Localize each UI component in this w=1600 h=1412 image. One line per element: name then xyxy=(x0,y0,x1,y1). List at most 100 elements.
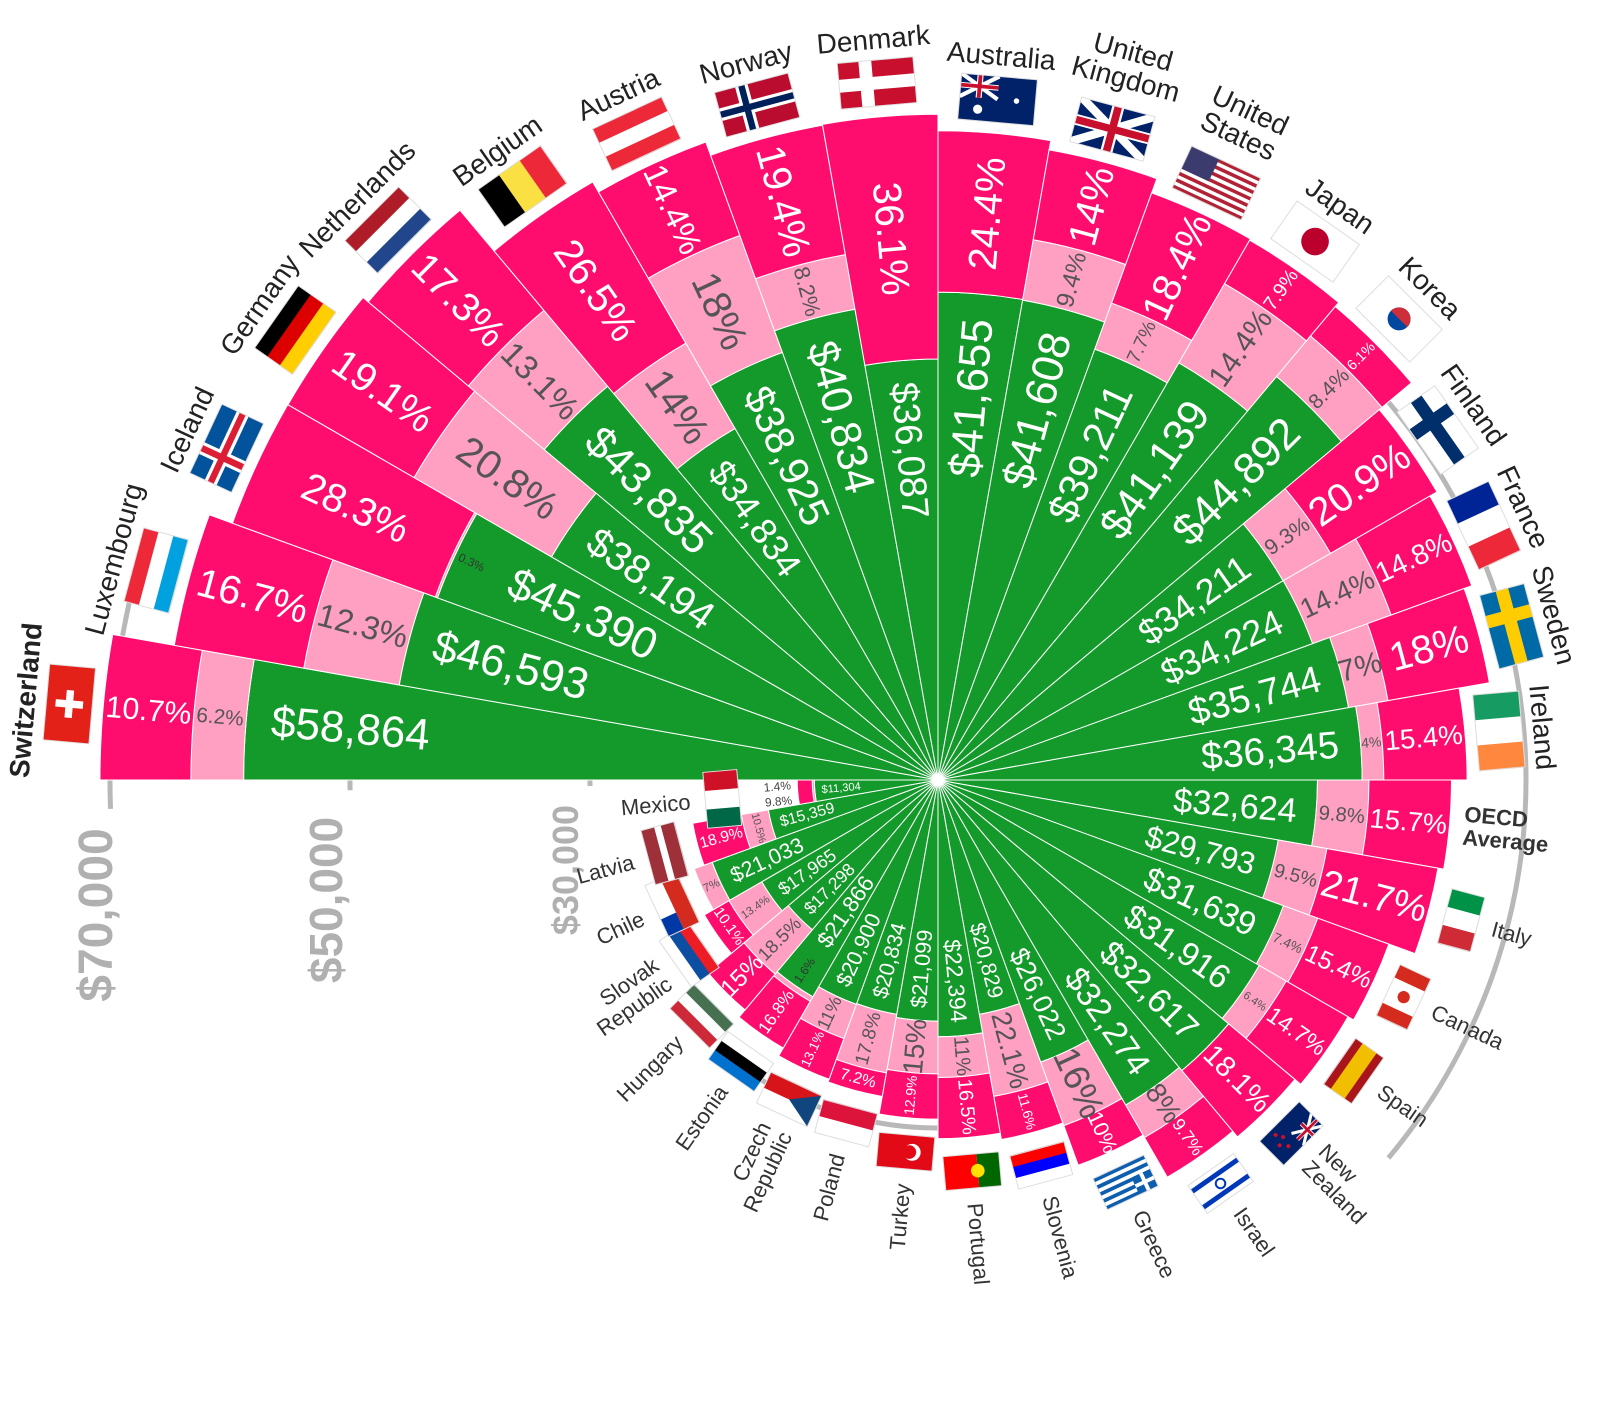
country-label-israel: Israel xyxy=(1187,1152,1280,1261)
country-label-ireland: Ireland xyxy=(1472,683,1562,772)
tax-share-2-label-switzerland: 10.7% xyxy=(104,691,192,731)
tax-share-2-label-mexico: 9.8% xyxy=(764,793,793,809)
country-name: OECDAverage xyxy=(1461,802,1551,857)
flag-lv-icon xyxy=(640,821,689,886)
country-label-oecd-average: OECDAverage xyxy=(1461,802,1551,857)
country-name: Australia xyxy=(946,36,1058,76)
flag-fr-icon xyxy=(1446,480,1522,571)
country-label-norway: Norway xyxy=(696,36,801,138)
flag-mx-icon xyxy=(702,768,743,829)
country-label-united-kingdom: UnitedKingdom xyxy=(1068,22,1190,165)
axis-tick-label-70000: $70,000 xyxy=(70,828,123,1002)
country-label-greece: Greece xyxy=(1092,1154,1181,1282)
country-name: Ireland xyxy=(1523,683,1561,771)
tax-share-1-label-mexico: 1.4% xyxy=(763,778,792,794)
flag-no-icon xyxy=(713,72,801,138)
country-name: Poland xyxy=(808,1151,850,1224)
country-name: NewZealand xyxy=(1297,1139,1387,1229)
tax-share-1-label-portugal: 11% xyxy=(949,1035,975,1077)
country-name: CzechRepublic xyxy=(717,1118,797,1216)
flag-tr-icon xyxy=(875,1131,936,1172)
tax-share-2-label-portugal: 16.5% xyxy=(953,1078,980,1136)
flag-gb-icon xyxy=(1068,94,1157,165)
country-name: UnitedKingdom xyxy=(1068,22,1190,108)
country-name: Switzerland xyxy=(4,621,48,779)
tax-share-2-label-ireland: 15.4% xyxy=(1383,719,1464,757)
flag-se-icon xyxy=(1479,583,1545,670)
flag-ch-icon xyxy=(42,663,97,745)
country-label-netherlands: Netherlands xyxy=(293,135,432,274)
flag-it-icon xyxy=(1436,888,1486,953)
flag-kr-icon xyxy=(1355,275,1443,363)
flag-es-icon xyxy=(1322,1037,1385,1105)
country-name: Mexico xyxy=(620,789,692,820)
net-wage-label-mexico: $11,304 xyxy=(821,781,861,796)
tax-share-2-bar-mexico xyxy=(796,779,815,806)
country-label-portugal: Portugal xyxy=(942,1151,1003,1286)
tax-share-2-bar-israel xyxy=(1143,1095,1234,1178)
flag-nz-icon xyxy=(1258,1100,1325,1167)
flag-de-icon xyxy=(253,284,337,375)
flag-hu-icon xyxy=(669,983,735,1049)
country-label-poland: Poland xyxy=(808,1098,879,1224)
country-name: Turkey xyxy=(885,1183,916,1251)
country-label-australia: Australia xyxy=(946,36,1058,127)
tax-share-2-bar-greece xyxy=(1063,1097,1144,1166)
country-label-latvia: Latvia xyxy=(574,821,689,889)
axis-tick-label-30000: $30,000 xyxy=(545,805,586,935)
flag-gr-icon xyxy=(1092,1154,1159,1211)
flag-be-icon xyxy=(477,145,568,228)
flag-cl-icon xyxy=(644,870,701,938)
flag-ee-icon xyxy=(707,1030,775,1093)
tax-share-2-label-turkey: 12.9% xyxy=(901,1075,920,1116)
wedges xyxy=(99,113,1490,1178)
tax-share-1-label-turkey: 15% xyxy=(897,1017,933,1075)
flag-fi-icon xyxy=(1396,385,1480,476)
country-label-germany: Germany xyxy=(214,249,337,375)
country-name: Estonia xyxy=(670,1080,733,1155)
flag-lu-icon xyxy=(123,527,189,614)
country-name: Portugal xyxy=(962,1202,994,1286)
tax-share-2-label-oecd-average: 15.7% xyxy=(1369,802,1449,840)
flag-ie-icon xyxy=(1472,690,1526,772)
country-label-slovenia: Slovenia xyxy=(1009,1141,1083,1282)
tax-share-2-label-australia: 24.4% xyxy=(961,155,1015,272)
country-label-italy: Italy xyxy=(1436,888,1534,953)
country-name: Canada xyxy=(1427,1000,1508,1056)
country-label-sweden: Sweden xyxy=(1479,562,1582,670)
country-label-denmark: Denmark xyxy=(815,19,932,110)
flag-dk-icon xyxy=(836,56,918,110)
flag-cz-icon xyxy=(755,1071,823,1128)
country-label-mexico: Mexico xyxy=(620,768,743,829)
flag-ca-icon xyxy=(1375,963,1432,1031)
country-name: Greece xyxy=(1128,1206,1181,1282)
country-name: Hungary xyxy=(612,1030,688,1106)
tax-share-1-label-switzerland: 6.2% xyxy=(195,704,244,731)
country-label-iceland: Iceland xyxy=(154,382,265,494)
country-label-switzerland: Switzerland xyxy=(4,621,97,779)
tax-share-2-label-denmark: 36.1% xyxy=(864,180,918,297)
flag-pl-icon xyxy=(813,1098,879,1148)
tax-share-1-label-oecd-average: 9.8% xyxy=(1318,802,1366,828)
flag-si-icon xyxy=(1009,1141,1074,1190)
tax-share-2-bar-latvia xyxy=(692,814,751,866)
country-label-france: France xyxy=(1446,461,1556,571)
tax-share-2-bar-korea xyxy=(1309,305,1413,409)
country-name: Italy xyxy=(1489,917,1534,952)
country-name: Slovenia xyxy=(1037,1193,1083,1282)
flag-at-icon xyxy=(591,96,682,172)
flag-pt-icon xyxy=(942,1151,1003,1192)
country-label-united-states: UnitedStates xyxy=(1171,79,1293,221)
country-label-new-zealand: NewZealand xyxy=(1258,1100,1387,1229)
flag-us-icon xyxy=(1171,145,1262,221)
country-label-luxembourg: Luxembourg xyxy=(79,480,189,638)
country-label-turkey: Turkey xyxy=(875,1131,936,1251)
flag-nl-icon xyxy=(344,186,432,274)
country-label-austria: Austria xyxy=(572,62,682,172)
flag-au-icon xyxy=(957,71,1038,127)
flag-il-icon xyxy=(1187,1152,1254,1215)
flag-jp-icon xyxy=(1270,200,1361,283)
flag-sk-icon xyxy=(658,920,720,988)
country-name: SlovakRepublic xyxy=(579,952,678,1041)
